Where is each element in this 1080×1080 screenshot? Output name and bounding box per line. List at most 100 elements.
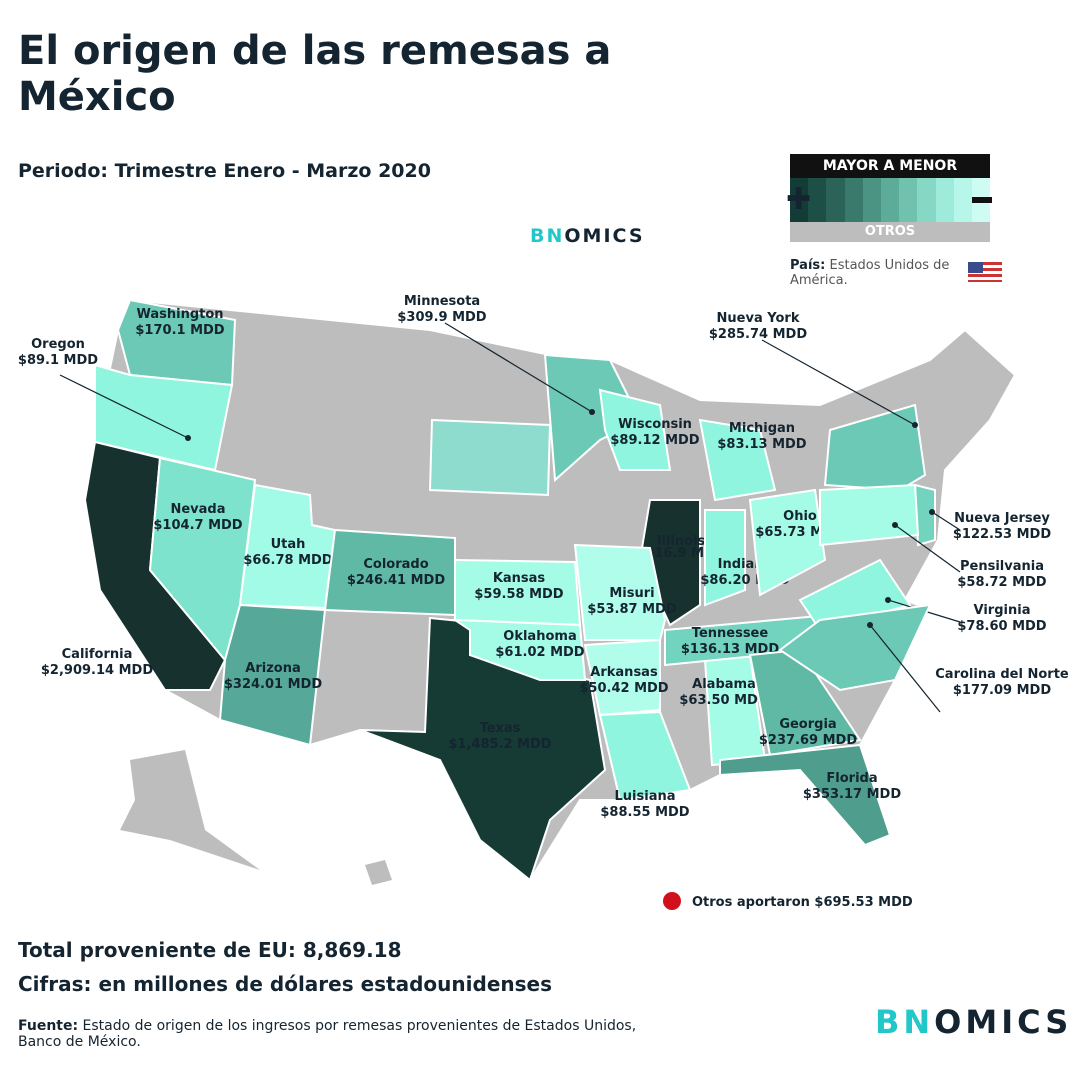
gradient-cell [899,178,918,222]
state [698,418,777,502]
legend-gradient [790,178,991,222]
state [451,618,587,681]
leader-dot [912,422,918,428]
state-name: Alabama [692,677,756,692]
state-name: Kansas [493,571,546,586]
gradient-cell [862,178,881,222]
country-name: Estados Unidos de América. [790,258,950,288]
state-value: $309.9 MDD [397,310,486,325]
leader-line [931,511,961,531]
gradient-cell [880,178,900,222]
state [598,710,692,802]
state-name: Georgia [779,717,836,732]
source: Fuente: Estado de origen de los ingresos… [18,1018,648,1050]
leader-line [894,524,961,573]
brand-a: BN [875,1003,935,1041]
state-name: Minnesota [404,294,480,309]
legend-plus: ✚ [786,182,812,217]
state-name: Misuri [609,586,654,601]
state-name: Nevada [170,502,225,517]
state-name: Utah [271,537,306,552]
state-value: $246.41 MDD [347,573,445,588]
state [94,363,234,472]
brand-large: BNOMICS [875,1003,1072,1041]
country: País: Estados Unidos de América. [790,258,960,288]
alaska [120,750,260,870]
legend-title: MAYOR A MENOR [790,154,990,178]
state-value: $89.12 MDD [610,433,699,448]
state-name: Ohio [783,509,817,524]
state [573,543,667,641]
state-name: Washington [136,307,223,322]
legend-others: OTROS [790,222,990,242]
state-name: Wisconsin [618,417,692,432]
country-label: País: [790,258,826,273]
brand-b: OMICS [564,225,645,247]
state-value: $63.50 MDD [679,693,768,708]
state-value: $66.78 MDD [243,553,332,568]
gradient-cell [935,178,954,222]
state-name: Pensilvania [960,559,1044,574]
state [218,603,327,747]
gradient-cell [808,178,827,222]
state-name: Luisiana [615,789,676,804]
state-value: $324.01 MDD [224,677,322,692]
legend-minus [972,197,992,203]
units: Cifras: en millones de dólares estadouni… [18,972,552,996]
state-value: $1,485.2 MDD [448,737,551,752]
state [598,388,672,471]
state-value: $58.72 MDD [957,575,1046,590]
state-name: Colorado [363,557,428,572]
state-value: $83.13 MDD [717,437,806,452]
state-value: $136.13 MDD [681,642,779,657]
source-text: Estado de origen de los ingresos por rem… [18,1018,637,1050]
leader-dot [885,597,891,603]
south-dakota [428,418,552,497]
state-value: $353.17 MDD [803,787,901,802]
leader-line [869,624,941,713]
gradient-cell [826,178,845,222]
state-value: $104.7 MDD [153,518,242,533]
state-name: Nueva York [717,311,800,326]
gradient-cell [953,178,972,222]
state-name: Arizona [245,661,300,676]
map: Washington$170.1 MDD Oregon$89.1 MDD Calif… [18,294,1069,910]
leader-line [761,339,916,426]
state-name: Florida [826,771,877,786]
source-label: Fuente: [18,1018,79,1034]
state-value: $122.53 MDD [953,527,1051,542]
hawaii [365,860,392,885]
state-name: California [62,647,133,662]
state-value: $170.1 MDD [135,323,224,338]
state-value: $78.60 MDD [957,619,1046,634]
title: El origen de las remesas a México [18,28,612,120]
total: Total proveniente de EU: 8,869.18 [18,938,402,962]
brand-b: OMICS [934,1003,1073,1041]
state [748,488,827,597]
gradient-cell [917,178,936,222]
state-name: Arkansas [590,665,658,680]
leader-dot [929,509,935,515]
state [704,509,746,607]
state-value: $237.69 MDD [759,733,857,748]
brand-a: BN [530,225,565,247]
state-value: $2,909.14 MDD [41,663,153,678]
subtitle: Periodo: Trimestre Enero - Marzo 2020 [18,160,431,182]
brand-small: BNOMICS [530,225,645,247]
state-name: Virginia [974,603,1031,618]
state-name: Tennessee [692,626,769,641]
state-name: Nueva Jersey [954,511,1050,526]
state-value: $53.87 MDD [587,602,676,617]
state-name: Oregon [31,337,85,352]
leader-dot [892,522,898,528]
state-value: $177.09 MDD [953,683,1051,698]
state-name: Carolina del Norte [935,667,1069,682]
state-value: $61.02 MDD [495,645,584,660]
leader-dot [867,622,873,628]
state-value: $88.55 MDD [600,805,689,820]
state [823,403,927,492]
state [583,638,661,717]
state-value: $316.9 MDD [636,546,725,561]
state-name: Oklahoma [503,629,576,644]
